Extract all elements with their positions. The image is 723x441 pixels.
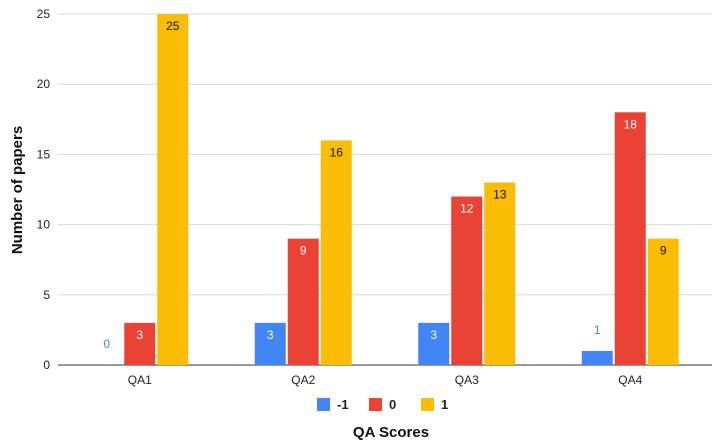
data-label: 16 [330,145,344,159]
legend: -1 0 1 [317,397,448,412]
y-tick-label: 15 [37,147,51,161]
bar-QA4-series-1 [647,238,679,365]
bar-QA2-series-1 [320,140,352,365]
y-tick-label: 5 [43,288,50,302]
data-label: 3 [430,328,437,342]
gridlines [58,13,712,366]
legend-label: 0 [389,397,396,412]
bar-QA3-series-0 [451,196,483,365]
data-label: 1 [594,323,601,337]
x-tick-label: QA4 [618,373,642,387]
bar-QA2-series--1 [254,322,286,365]
y-axis-title: Number of papers [9,126,26,254]
x-tick-label: QA2 [291,373,315,387]
bar-QA3-series--1 [418,322,450,365]
x-axis-ticks: QA1 QA2 QA3 QA4 [128,373,643,387]
bar-QA1-series-1 [157,14,189,365]
legend-label: -1 [337,397,349,412]
data-label: 9 [300,244,307,258]
bars [124,14,679,365]
x-tick-label: QA3 [455,373,479,387]
x-axis-title: QA Scores [353,424,429,441]
legend-swatch [317,398,330,411]
legend-swatch [369,398,382,411]
data-label: 0 [103,337,110,351]
bar-QA4-series-0 [614,112,646,365]
data-label: 9 [660,244,667,258]
y-tick-label: 10 [37,218,51,232]
bar-QA3-series-1 [484,182,516,365]
data-label: 13 [493,187,507,201]
data-label: 18 [624,117,638,131]
legend-swatch [421,398,434,411]
data-labels: 0 3 25 3 9 16 3 12 13 1 18 9 [103,19,667,351]
legend-label: 1 [441,397,448,412]
y-tick-label: 0 [43,358,50,372]
bar-QA4-series--1 [581,350,613,365]
data-label: 3 [267,328,274,342]
bar-QA1-series-0 [124,322,156,365]
x-tick-label: QA1 [128,373,152,387]
bar-QA2-series-0 [287,238,319,365]
data-label: 25 [166,19,180,33]
y-axis-ticks: 0 5 10 15 20 25 [37,7,51,372]
data-label: 3 [136,328,143,342]
y-tick-label: 25 [37,7,51,21]
y-tick-label: 20 [37,77,51,91]
data-label: 12 [460,202,474,216]
